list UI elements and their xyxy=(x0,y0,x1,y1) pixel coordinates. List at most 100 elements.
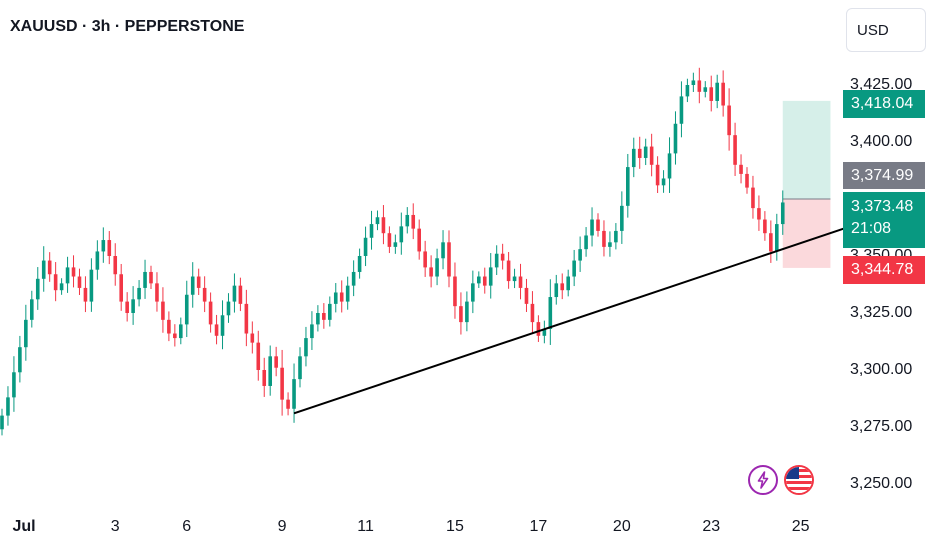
candle-body xyxy=(328,303,332,320)
lightning-icon[interactable] xyxy=(748,465,778,495)
candle-body xyxy=(757,208,761,220)
candle-body xyxy=(149,271,153,284)
candle-body xyxy=(101,240,106,252)
candle-body xyxy=(518,276,523,288)
candle-body xyxy=(226,301,231,316)
candle-body xyxy=(441,242,445,259)
candle-body xyxy=(316,313,320,325)
candle-body xyxy=(202,287,207,302)
x-axis-tick-label: 3 xyxy=(110,518,120,535)
candle-body xyxy=(250,333,255,343)
candle-body xyxy=(709,87,714,101)
y-axis-tick-label: 3,325.00 xyxy=(850,304,913,321)
candle-body xyxy=(631,148,636,168)
x-axis-tick-label: Jul xyxy=(12,518,36,535)
candle-body xyxy=(775,224,779,252)
candle-body xyxy=(590,219,594,236)
candle-body xyxy=(727,105,731,136)
candle-body xyxy=(173,333,177,339)
candle-body xyxy=(95,251,100,270)
us-flag-glyph xyxy=(786,467,812,493)
candle-body xyxy=(125,301,129,313)
candle-body xyxy=(71,267,76,277)
candle-body xyxy=(208,301,213,325)
candle-body xyxy=(30,299,34,320)
candle-body xyxy=(739,164,743,174)
candle-body xyxy=(453,276,457,307)
candle-body xyxy=(494,253,499,268)
candle-body xyxy=(637,148,642,158)
candle-body xyxy=(608,242,612,247)
candle-body xyxy=(59,283,64,291)
candle-body xyxy=(566,276,570,291)
candle-body xyxy=(751,187,755,209)
candle-body xyxy=(322,313,326,320)
candle-body xyxy=(179,324,183,339)
currency-button[interactable]: USD xyxy=(846,8,926,52)
candle-body xyxy=(155,283,159,302)
candle-body xyxy=(471,283,475,302)
candle-body xyxy=(572,260,576,277)
candle-body xyxy=(41,260,46,279)
candle-body xyxy=(554,283,559,298)
y-axis-tick-label: 3,275.00 xyxy=(850,418,913,435)
candle-body xyxy=(131,299,135,313)
candle-body xyxy=(363,237,368,256)
candle-body xyxy=(47,260,52,275)
x-axis-tick-label: 20 xyxy=(612,518,631,535)
candle-body xyxy=(339,292,344,302)
candle-body xyxy=(268,356,272,386)
candle-body xyxy=(602,230,606,247)
candle-body xyxy=(614,230,618,243)
candle-body xyxy=(161,301,165,320)
candle-body xyxy=(560,283,565,291)
y-axis-tick-label: 3,300.00 xyxy=(850,361,913,378)
candle-body xyxy=(256,342,261,370)
candle-body xyxy=(262,370,267,386)
trendline xyxy=(293,223,858,415)
candle-body xyxy=(721,82,725,106)
y-axis-tick-label: 3,250.00 xyxy=(850,475,913,492)
candle-body xyxy=(107,240,112,256)
candle-body xyxy=(113,256,118,275)
candle-body xyxy=(447,242,451,277)
candle-body xyxy=(643,146,648,158)
entry-price-tag: 3,374.99 xyxy=(843,162,925,189)
candle-body xyxy=(286,399,290,409)
candle-body xyxy=(548,297,553,329)
candle-body xyxy=(584,235,588,250)
x-axis-tick-label: 6 xyxy=(182,518,192,535)
lightning-glyph xyxy=(757,471,769,489)
candle-body xyxy=(459,306,463,323)
candle-body xyxy=(411,214,416,229)
candle-body xyxy=(435,258,439,277)
candle-body xyxy=(626,167,630,206)
candle-body xyxy=(685,85,690,97)
candle-body xyxy=(578,249,582,261)
candle-body xyxy=(137,287,141,300)
candle-body xyxy=(649,146,654,165)
candle-body xyxy=(703,87,708,92)
y-axis-tick-label: 3,400.00 xyxy=(850,133,913,150)
candle-body xyxy=(35,278,40,300)
candle-body xyxy=(143,271,147,288)
candle-body xyxy=(536,322,541,336)
candle-body xyxy=(345,285,350,302)
candle-body xyxy=(381,217,386,234)
candle-body xyxy=(417,228,421,252)
candle-body xyxy=(482,276,487,286)
candle-body xyxy=(274,356,278,368)
candle-body xyxy=(512,276,517,282)
candle-body xyxy=(393,242,398,247)
us-flag-icon[interactable] xyxy=(784,465,814,495)
candle-body xyxy=(745,173,749,188)
candle-body xyxy=(667,153,672,179)
candle-body xyxy=(244,303,249,334)
candle-body xyxy=(620,205,624,231)
candle-body xyxy=(280,367,284,400)
candle-body xyxy=(310,324,314,339)
current-price-value: 3,373.48 xyxy=(851,198,914,215)
candle-body xyxy=(12,372,16,398)
